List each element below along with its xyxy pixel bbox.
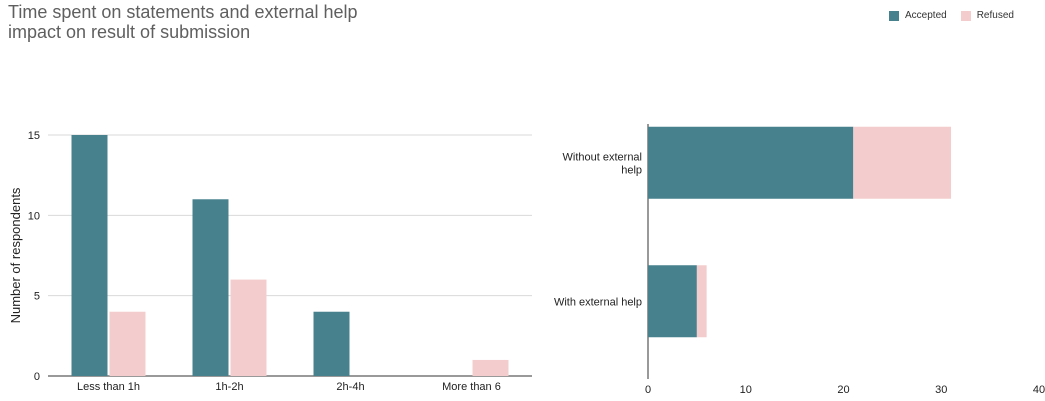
y-tick-label: 15 (28, 130, 40, 142)
chart-title-line-2: impact on result of submission (8, 22, 251, 42)
bar-accepted-1 (648, 126, 854, 199)
bar-accepted-2 (648, 265, 697, 338)
y-tick-label: 10 (28, 210, 40, 222)
legend-item-accepted: Accepted (889, 10, 947, 21)
x-tick-label: Less than 1h (77, 381, 140, 393)
bar-accepted-1 (71, 135, 108, 376)
bar-refused-1 (853, 126, 952, 199)
category-label: help (621, 164, 642, 176)
legend-swatch-accepted (889, 10, 899, 21)
x-tick-label: 40 (1033, 384, 1045, 396)
x-tick-label: 2h-4h (336, 381, 364, 393)
x-tick-label: 1h-2h (215, 381, 243, 393)
chart-title: Time spent on statements and external he… (8, 2, 528, 42)
bar-refused-4 (472, 359, 509, 376)
y-tick-label: 5 (34, 291, 40, 303)
category-label: Without external (563, 151, 642, 163)
x-tick-label: 10 (740, 384, 752, 396)
category-label: With external help (554, 296, 642, 308)
bar-refused-1 (109, 311, 146, 376)
bar-refused-2 (230, 279, 267, 376)
bar-accepted-3 (313, 311, 350, 376)
x-tick-label: 30 (935, 384, 947, 396)
x-tick-label: 0 (645, 384, 651, 396)
bar-accepted-2 (192, 199, 229, 376)
x-tick-label: 20 (837, 384, 849, 396)
legend-item-refused: Refused (960, 10, 1014, 21)
x-tick-label: More than 6 (442, 381, 501, 393)
legend-swatch-refused (960, 10, 971, 21)
legend-label-accepted: Accepted (905, 10, 947, 21)
legend: Accepted Refused (889, 10, 1028, 21)
y-axis-label: Number of respondents (8, 187, 23, 323)
chart-title-line-1: Time spent on statements and external he… (8, 2, 358, 22)
legend-label-refused: Refused (976, 10, 1014, 21)
bar-refused-2 (696, 265, 707, 338)
y-tick-label: 0 (34, 371, 40, 383)
